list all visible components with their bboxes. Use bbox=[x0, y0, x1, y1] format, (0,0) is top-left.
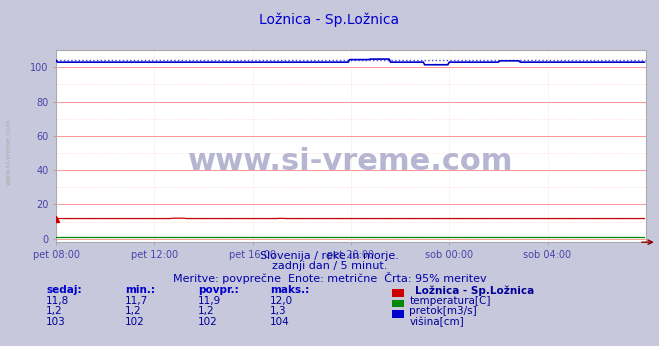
Text: 1,3: 1,3 bbox=[270, 306, 287, 316]
Text: sedaj:: sedaj: bbox=[46, 285, 82, 295]
Text: 11,8: 11,8 bbox=[46, 296, 69, 306]
Text: 1,2: 1,2 bbox=[46, 306, 63, 316]
Text: temperatura[C]: temperatura[C] bbox=[409, 296, 491, 306]
Text: 11,9: 11,9 bbox=[198, 296, 221, 306]
Text: Ložnica - Sp.Ložnica: Ložnica - Sp.Ložnica bbox=[260, 12, 399, 27]
Text: povpr.:: povpr.: bbox=[198, 285, 239, 295]
Text: 104: 104 bbox=[270, 317, 290, 327]
Text: min.:: min.: bbox=[125, 285, 156, 295]
Text: Slovenija / reke in morje.: Slovenija / reke in morje. bbox=[260, 251, 399, 261]
Text: 1,2: 1,2 bbox=[125, 306, 142, 316]
Text: 103: 103 bbox=[46, 317, 66, 327]
Text: Meritve: povprečne  Enote: metrične  Črta: 95% meritev: Meritve: povprečne Enote: metrične Črta:… bbox=[173, 272, 486, 284]
Text: 102: 102 bbox=[125, 317, 145, 327]
Text: maks.:: maks.: bbox=[270, 285, 310, 295]
Text: 102: 102 bbox=[198, 317, 217, 327]
Text: 1,2: 1,2 bbox=[198, 306, 214, 316]
Text: 12,0: 12,0 bbox=[270, 296, 293, 306]
Text: Ložnica - Sp.Ložnica: Ložnica - Sp.Ložnica bbox=[415, 285, 534, 296]
Text: www.si-vreme.com: www.si-vreme.com bbox=[5, 119, 12, 185]
Text: zadnji dan / 5 minut.: zadnji dan / 5 minut. bbox=[272, 261, 387, 271]
Text: pretok[m3/s]: pretok[m3/s] bbox=[409, 306, 477, 316]
Text: 11,7: 11,7 bbox=[125, 296, 148, 306]
Text: www.si-vreme.com: www.si-vreme.com bbox=[188, 147, 513, 176]
Text: višina[cm]: višina[cm] bbox=[409, 317, 464, 327]
